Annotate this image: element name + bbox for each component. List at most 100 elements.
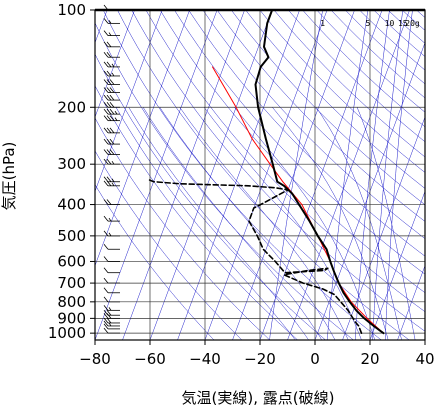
wind-barb [103, 215, 120, 222]
wind-barb [103, 296, 120, 303]
dry-adiabat-line [202, 10, 425, 239]
wind-barb [103, 70, 120, 77]
y-tick-label: 200 [57, 98, 86, 116]
wind-barb-flag [103, 277, 109, 284]
wind-barb-flag [103, 41, 109, 48]
wind-barb [103, 18, 120, 24]
dry-adiabat-line [117, 10, 410, 340]
mixing-ratio-line [326, 10, 369, 340]
wind-barb-half-flag [108, 307, 112, 311]
mixing-ratio-line [354, 10, 390, 340]
wind-barb-flag [109, 87, 115, 93]
wind-barb [103, 176, 120, 183]
wind-barb [103, 287, 120, 294]
dry-adiabat-line [95, 184, 215, 340]
dry-adiabat-line [145, 10, 425, 313]
wind-barb [103, 320, 120, 327]
wind-barb [103, 41, 120, 48]
wind-barb-flag [103, 313, 109, 319]
wind-barb-flag [103, 87, 109, 93]
isotherm-line [177, 10, 300, 340]
dry-adiabat-line [431, 10, 436, 340]
dry-adiabat-line [188, 10, 425, 257]
dry-adiabat-line [131, 10, 425, 332]
wind-barb-flag [109, 138, 115, 145]
isotherm-line [149, 10, 273, 340]
wind-barb-half-flag [108, 217, 112, 222]
y-tick-label: 700 [57, 274, 86, 292]
x-tick-label: −20 [244, 350, 276, 368]
isotherm-line [95, 10, 163, 193]
wind-barb [103, 323, 120, 330]
dry-adiabat-line [416, 10, 425, 18]
wind-barb [103, 108, 120, 115]
isotherm-line [369, 190, 425, 340]
dry-adiabat-line [273, 10, 425, 158]
wind-barb-flag [106, 199, 112, 205]
wind-barb-flag [106, 149, 112, 155]
y-tick-label: 300 [57, 155, 86, 173]
moist-adiabat-line [128, 107, 309, 340]
wind-barb [103, 61, 120, 68]
dry-adiabat-line [316, 10, 425, 113]
wind-barb-half-flag [111, 72, 115, 77]
wind-barb-flag [109, 102, 115, 108]
wind-barb-flag [106, 127, 112, 134]
wind-barb-flag [106, 108, 112, 115]
moist-adiabat-line [142, 107, 323, 340]
isotherm-line [314, 41, 425, 340]
y-tick-label: 1000 [48, 324, 86, 342]
wind-barb-flag [103, 94, 109, 101]
isotherm-line [397, 264, 425, 340]
dry-adiabat-line [387, 10, 425, 44]
dry-adiabat-line [95, 150, 243, 340]
wind-barb [103, 313, 120, 319]
wind-barb-flag [103, 199, 109, 205]
wind-barb [103, 230, 120, 237]
temperature-line [254, 10, 385, 335]
dry-adiabat-line [231, 10, 425, 206]
mixing-ratio-label: 15 [398, 19, 408, 28]
wind-barb-half-flag [108, 20, 112, 24]
isotherm-line [204, 10, 328, 340]
y-tick-label: 800 [57, 293, 86, 311]
wind-barb-flag [103, 115, 109, 121]
isotherm-line [342, 116, 425, 340]
x-tick-label: 40 [415, 350, 434, 368]
wind-barb-flag [106, 102, 112, 108]
wind-barb [103, 127, 120, 134]
mixing-ratio-line [269, 10, 323, 340]
wind-barb [103, 256, 120, 262]
mixing-ratio-label: 1 [320, 19, 325, 28]
wind-barb-flag [109, 149, 115, 155]
wind-barb-flag [103, 51, 109, 58]
mixing-ratio-label: 20g [405, 19, 420, 28]
wind-barb-flag [103, 323, 109, 330]
wind-barb [103, 87, 120, 93]
wind-barb-half-flag [108, 232, 112, 237]
x-axis-title: 気温(実線), 露点(破線) [182, 389, 335, 407]
wind-barb-half-flag [108, 322, 112, 327]
moist-adiabat-line [315, 107, 402, 340]
x-tick-label: 20 [360, 350, 379, 368]
wind-barb-flag [109, 79, 115, 85]
moist-adiabat-line [159, 107, 336, 340]
wind-barb-flag [103, 287, 109, 294]
wind-barb-flag [103, 320, 109, 327]
wind-barb-half-flag [114, 117, 118, 121]
dry-adiabat-line [259, 10, 425, 173]
wind-barb-flag [106, 70, 112, 77]
y-tick-label: 600 [57, 252, 86, 270]
y-axis-title: 気圧(hPa) [0, 142, 18, 211]
wind-barb-flag [103, 267, 109, 273]
wind-barb-flag [106, 138, 112, 145]
wind-barb-flag [103, 61, 109, 68]
wind-barb-flag [106, 158, 112, 165]
wind-barb-flag [103, 70, 109, 77]
wind-barb-flag [103, 18, 109, 24]
wind-barb-half-flag [111, 178, 115, 182]
mixing-ratio-label: 10 [385, 19, 395, 28]
dry-adiabat-line [216, 10, 425, 222]
wind-barb [103, 51, 120, 58]
